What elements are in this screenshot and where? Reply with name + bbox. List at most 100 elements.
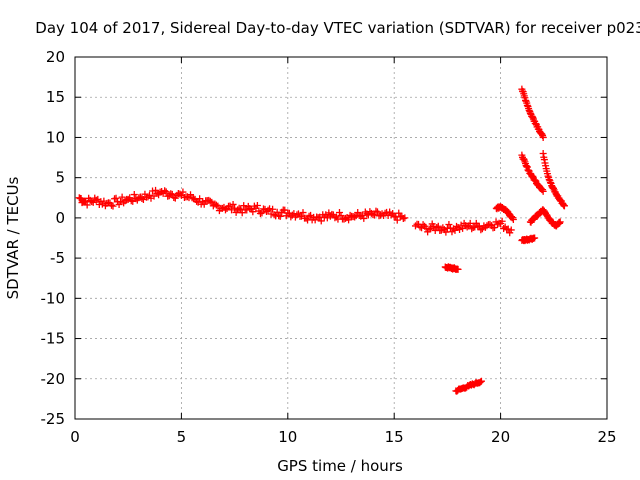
data-point-main-band-early — [161, 187, 169, 195]
data-point-main-band-late — [486, 220, 494, 228]
data-point-main-band-early — [107, 201, 115, 209]
data-point-main-band-early — [325, 209, 333, 217]
data-point-main-band-early — [168, 190, 176, 198]
y-tick-label: -5 — [50, 249, 65, 267]
data-point-main-band-early — [187, 191, 195, 199]
data-point-main-band-late — [434, 222, 442, 230]
data-point-steep-descent-late — [560, 202, 568, 210]
data-point-main-band-early — [118, 193, 126, 201]
data-point-main-band-early — [206, 197, 214, 205]
data-point-main-band-late — [453, 222, 461, 230]
data-point-main-band-early — [124, 195, 132, 203]
data-point-main-band-early — [132, 195, 140, 203]
data-point-main-band-early — [109, 202, 117, 210]
data-point-main-band-late — [504, 225, 512, 233]
data-point-main-band-early — [229, 200, 237, 208]
data-point-steep-descent-8 — [539, 187, 547, 195]
data-point-main-band-late — [463, 223, 471, 231]
data-point-main-band-late — [491, 224, 499, 232]
data-point-main-band-early — [249, 208, 257, 216]
data-point-main-band-early — [345, 216, 353, 224]
data-point-main-band-late — [498, 217, 506, 225]
data-point-main-band-early — [299, 209, 307, 217]
y-tick-label: 5 — [55, 169, 65, 187]
data-point-main-band-early — [117, 198, 125, 206]
data-point-main-band-early — [98, 200, 106, 208]
data-point-main-band-early — [293, 211, 301, 219]
data-point-main-band-early — [228, 206, 236, 214]
y-tick-label: 0 — [55, 209, 65, 227]
data-point-main-band-early — [267, 210, 275, 218]
data-point-main-band-early — [370, 211, 378, 219]
data-point-main-band-late — [446, 224, 454, 232]
data-point-main-band-early — [221, 206, 229, 214]
data-point-main-band-early — [360, 214, 368, 222]
data-point-main-band-early — [243, 206, 251, 214]
data-point-main-band-early — [127, 197, 135, 205]
data-point-main-band-early — [253, 202, 261, 210]
y-tick-label: -20 — [41, 370, 66, 388]
y-tick-label: -25 — [41, 410, 66, 428]
data-point-main-band-late — [442, 228, 450, 236]
data-point-main-band-late — [466, 219, 474, 227]
data-point-main-band-early — [162, 188, 170, 196]
data-point-main-band-early — [212, 201, 220, 209]
y-tick-label: 20 — [46, 48, 65, 66]
data-point-main-band-early — [258, 209, 266, 217]
data-point-cluster-22 — [556, 218, 564, 226]
data-point-main-band-early — [395, 209, 403, 217]
data-point-low-segment-21 — [531, 234, 539, 242]
data-point-main-band-early — [390, 212, 398, 220]
data-point-main-band-early — [112, 194, 120, 202]
data-point-main-band-early — [281, 206, 289, 214]
data-point-steep-descent-16 — [539, 133, 547, 141]
data-point-main-band-late — [445, 221, 453, 229]
data-point-main-band-early — [121, 197, 129, 205]
data-point-segment-neg6 — [454, 265, 462, 273]
y-tick-label: 10 — [46, 128, 65, 146]
data-point-arc-at-20 — [509, 215, 517, 223]
data-point-main-band-early — [88, 198, 96, 206]
data-point-main-band-early — [240, 202, 248, 210]
data-point-main-band-early — [153, 189, 161, 197]
data-point-segment-neg21 — [477, 377, 485, 385]
data-point-main-band-early — [226, 202, 234, 210]
data-point-main-band-early — [337, 211, 345, 219]
data-point-main-band-early — [346, 211, 354, 219]
data-point-main-band-early — [323, 214, 331, 222]
chart-title: Day 104 of 2017, Sidereal Day-to-day VTE… — [35, 19, 640, 37]
data-point-main-band-early — [269, 205, 277, 213]
data-point-main-band-early — [351, 213, 359, 221]
data-point-main-band-late — [419, 221, 427, 229]
data-point-main-band-early — [196, 195, 204, 203]
data-point-main-band-early — [387, 211, 395, 219]
data-point-main-band-early — [401, 214, 409, 222]
data-point-main-band-late — [477, 226, 485, 234]
data-point-main-band-early — [372, 207, 380, 215]
data-point-main-band-late — [456, 225, 464, 233]
axis-tick-labels: 0 5 10 15 20 25 -25 -20 -15 -10 -5 0 5 10 15 20 — [41, 48, 617, 446]
data-point-main-band-early — [331, 214, 339, 222]
x-tick-label: 25 — [597, 428, 616, 446]
data-point-main-band-early — [342, 214, 350, 222]
data-point-main-band-early — [276, 212, 284, 220]
x-tick-label: 15 — [385, 428, 404, 446]
x-tick-label: 5 — [177, 428, 187, 446]
data-point-main-band-early — [200, 200, 208, 208]
y-axis-label: SDTVAR / TECUs — [4, 176, 22, 299]
y-tick-label: -10 — [41, 289, 66, 307]
data-point-main-band-late — [474, 222, 482, 230]
data-point-main-band-early — [393, 216, 401, 224]
data-point-main-band-early — [130, 191, 138, 199]
x-tick-label: 20 — [491, 428, 510, 446]
plot-frame — [74, 56, 608, 420]
x-tick-label: 10 — [278, 428, 297, 446]
data-point-main-band-early — [179, 188, 187, 196]
data-point-main-band-early — [373, 208, 381, 216]
data-point-main-band-late — [507, 226, 515, 234]
data-point-main-band-early — [135, 194, 143, 202]
data-point-main-band-early — [317, 217, 325, 225]
data-point-main-band-early — [264, 206, 272, 214]
data-point-main-band-early — [82, 198, 90, 206]
